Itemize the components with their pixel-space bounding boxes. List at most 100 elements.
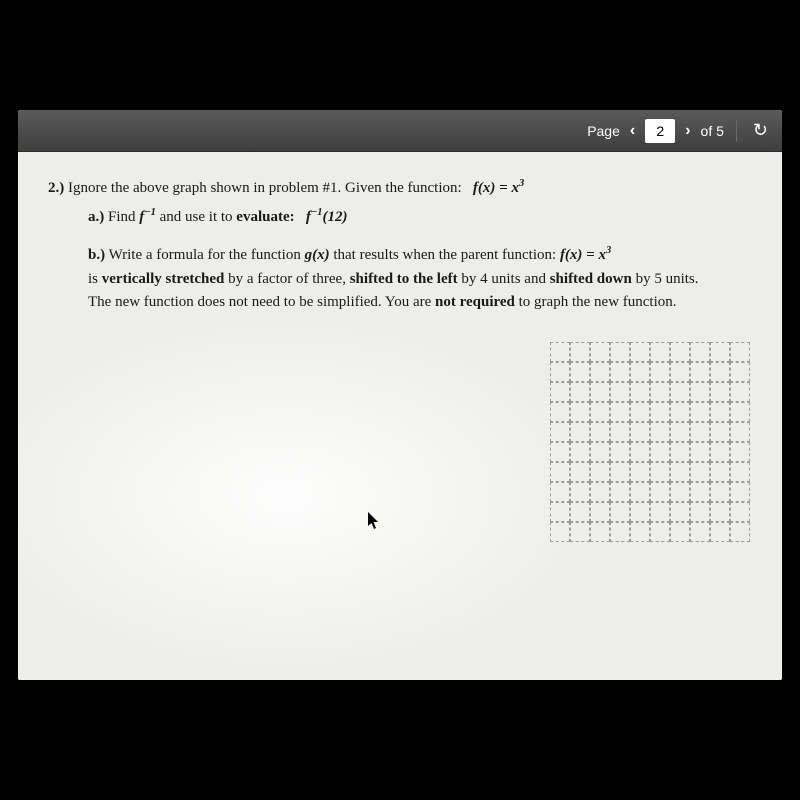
grid-cell: [610, 382, 630, 402]
question-number: 2.): [48, 180, 64, 196]
grid-cell: [550, 382, 570, 402]
part-b-line3: The new function does not need to be sim…: [88, 293, 752, 313]
grid-cell: [630, 402, 650, 422]
grid-cell: [650, 442, 670, 462]
grid-cell: [570, 402, 590, 422]
part-a-expression: f−1(12): [306, 209, 348, 225]
part-a-finv: f−1: [139, 209, 156, 225]
part-a-evaluate: evaluate:: [236, 209, 294, 225]
grid-cell: [590, 362, 610, 382]
grid-cell: [610, 482, 630, 502]
grid-cell: [650, 362, 670, 382]
grid-cell: [590, 442, 610, 462]
grid-cell: [570, 422, 590, 442]
grid-cell: [570, 502, 590, 522]
grid-cell: [670, 502, 690, 522]
grid-cell: [670, 362, 690, 382]
grid-cell: [650, 502, 670, 522]
part-a: a.) Find f−1 and use it to evaluate: f−1…: [88, 207, 752, 226]
grid-cell: [650, 402, 670, 422]
grid-cell: [690, 462, 710, 482]
grid-cell: [650, 382, 670, 402]
grid-cell: [630, 422, 650, 442]
device-bezel: Page ‹ 2 › of 5 ↻ 2.) Ignore the above g…: [0, 0, 800, 800]
page-number-input[interactable]: 2: [645, 119, 675, 143]
grid-cell: [550, 462, 570, 482]
grid-cell: [650, 462, 670, 482]
grid-cell: [570, 462, 590, 482]
grid-cell: [610, 362, 630, 382]
part-b-line1: b.) Write a formula for the function g(x…: [88, 244, 752, 266]
grid-cell: [670, 422, 690, 442]
grid-cell: [550, 402, 570, 422]
prev-page-button[interactable]: ‹: [628, 122, 637, 140]
grid-cell: [590, 382, 610, 402]
part-b-line2: is vertically stretched by a factor of t…: [88, 270, 752, 290]
grid-cell: [590, 342, 610, 362]
grid-cell: [630, 442, 650, 462]
page-label: Page: [587, 123, 620, 139]
shifted-down: shifted down: [550, 271, 632, 287]
grid-cell: [630, 502, 650, 522]
grid-cell: [590, 462, 610, 482]
grid-cell: [690, 422, 710, 442]
grid-cell: [590, 482, 610, 502]
grid-cell: [690, 502, 710, 522]
grid-cell: [570, 482, 590, 502]
grid-cell: [730, 462, 750, 482]
grid-cell: [630, 462, 650, 482]
mouse-cursor-icon: [368, 512, 380, 530]
grid-cell: [730, 442, 750, 462]
grid-cell: [550, 342, 570, 362]
part-b-text2: that results when the parent function:: [333, 247, 560, 263]
grid-cell: [690, 442, 710, 462]
part-b-text1: Write a formula for the function: [109, 247, 305, 263]
grid-cell: [670, 482, 690, 502]
grid-cell: [710, 482, 730, 502]
vertically-stretched: vertically stretched: [102, 271, 225, 287]
grid-cell: [610, 422, 630, 442]
grid-cell: [610, 522, 630, 542]
part-a-text1: Find: [108, 209, 139, 225]
grid-cell: [670, 342, 690, 362]
grid-cell: [710, 382, 730, 402]
grid-cell: [710, 342, 730, 362]
grid-cell: [550, 522, 570, 542]
shifted-left: shifted to the left: [350, 271, 458, 287]
grid-cell: [590, 502, 610, 522]
grid-cell: [710, 462, 730, 482]
grid-cell: [630, 482, 650, 502]
grid-cell: [590, 402, 610, 422]
grid-cell: [730, 382, 750, 402]
grid-cell: [550, 442, 570, 462]
grid-cell: [650, 522, 670, 542]
fx-expr: f(x) = x3: [473, 180, 524, 196]
grid-cell: [670, 402, 690, 422]
grid-cell: [610, 342, 630, 362]
grid-cell: [570, 342, 590, 362]
grid-cell: [730, 402, 750, 422]
grid-cell: [690, 522, 710, 542]
grid-cell: [710, 522, 730, 542]
grid-cell: [650, 422, 670, 442]
grid-cell: [630, 342, 650, 362]
grid-cell: [570, 442, 590, 462]
toolbar-divider: [736, 120, 737, 142]
grid-cell: [670, 442, 690, 462]
grid-cell: [650, 342, 670, 362]
grid-cell: [550, 482, 570, 502]
reload-icon[interactable]: ↻: [749, 120, 772, 141]
grid-cell: [630, 362, 650, 382]
grid-cell: [590, 422, 610, 442]
grid-cell: [610, 442, 630, 462]
next-page-button[interactable]: ›: [683, 122, 692, 140]
grid-cell: [690, 362, 710, 382]
pdf-toolbar: Page ‹ 2 › of 5 ↻: [18, 110, 782, 152]
grid-cell: [690, 382, 710, 402]
screen: Page ‹ 2 › of 5 ↻ 2.) Ignore the above g…: [18, 110, 782, 680]
grid-cell: [730, 342, 750, 362]
grid-cell: [710, 402, 730, 422]
grid-cell: [590, 522, 610, 542]
grid-cell: [730, 522, 750, 542]
grid-cell: [730, 362, 750, 382]
